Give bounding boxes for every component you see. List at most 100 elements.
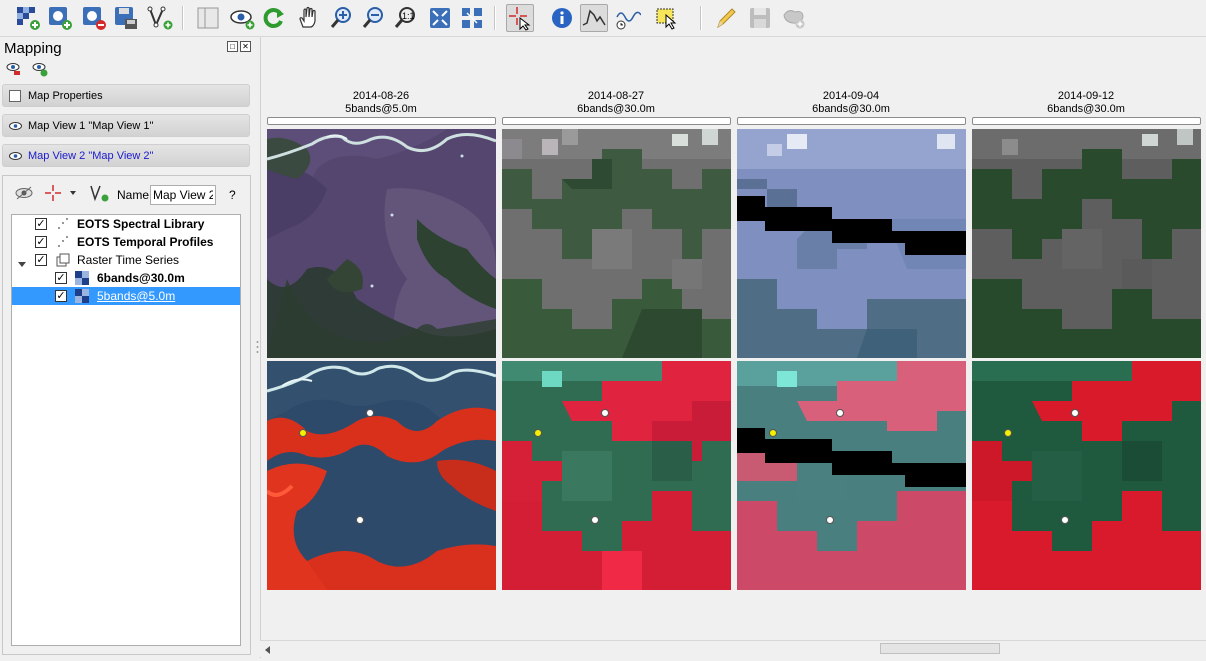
map-view-2-panel: Name ? ✓ EOTS Spectral Library ✓ EOTS Te…: [2, 175, 251, 655]
select-feature-icon[interactable]: [654, 4, 682, 32]
save-map-icon[interactable]: [112, 4, 140, 32]
layer-row-spectral-library[interactable]: ✓ EOTS Spectral Library: [12, 215, 240, 233]
date-label: 2014-09-04: [822, 90, 880, 102]
section-label: Map View 1 "Map View 1": [28, 119, 154, 132]
dock-splitter[interactable]: [255, 37, 260, 658]
raster-layer-icon: [75, 271, 89, 288]
info-icon[interactable]: [548, 4, 576, 32]
layer-checkbox[interactable]: ✓: [35, 254, 47, 266]
refresh-icon[interactable]: [260, 4, 288, 32]
time-bar[interactable]: [737, 117, 966, 125]
raster-layer-icon: [75, 289, 89, 306]
add-raster-icon[interactable]: [14, 4, 42, 32]
save-edits-icon[interactable]: [746, 4, 774, 32]
map-canvas-false-color-2014-09-04[interactable]: [737, 361, 966, 590]
svg-text:1:1: 1:1: [402, 11, 415, 21]
white-marker: [1071, 409, 1079, 417]
layer-checkbox[interactable]: ✓: [55, 272, 67, 284]
column-header: 2014-08-27 6bands@30.0m: [501, 90, 731, 116]
yellow-marker: [534, 429, 542, 437]
hide-view-icon[interactable]: [15, 185, 33, 201]
map-view-2-header[interactable]: Map View 2 "Map View 2": [2, 144, 250, 167]
map-canvas-true-color-2014-08-27[interactable]: [502, 129, 731, 358]
time-bar[interactable]: [267, 117, 496, 125]
white-marker: [826, 516, 834, 524]
white-marker: [591, 516, 599, 524]
map-canvas-area: 2014-08-26 5bands@5.0m 2014-08-27 6bands@3…: [260, 37, 1206, 658]
crosshair-icon[interactable]: [45, 185, 79, 201]
dock-title: Mapping: [4, 40, 62, 57]
map-canvas-false-color-2014-09-12[interactable]: [972, 361, 1201, 590]
sensor-label: 6bands@30.0m: [1047, 103, 1125, 115]
name-input[interactable]: [150, 185, 216, 205]
zoom-remove-icon[interactable]: [80, 4, 108, 32]
date-label: 2014-08-27: [587, 90, 645, 102]
remove-view-icon[interactable]: [6, 61, 22, 77]
help-button[interactable]: ?: [229, 188, 236, 202]
toolbar-separator: [494, 6, 496, 30]
pencil-icon[interactable]: [712, 4, 740, 32]
toolbar-separator: [182, 6, 184, 30]
zoom-native-icon[interactable]: 1:1: [392, 4, 420, 32]
scroll-left-icon[interactable]: [264, 644, 272, 658]
temporal-profile-icon[interactable]: [614, 4, 642, 32]
dock-close-button[interactable]: ✕: [240, 41, 251, 52]
white-marker: [366, 409, 374, 417]
map-canvas-false-color-2014-08-26[interactable]: [267, 361, 496, 590]
map-canvas-true-color-2014-09-04[interactable]: [737, 129, 966, 358]
layout-icon[interactable]: [194, 4, 222, 32]
yellow-marker: [1004, 429, 1012, 437]
add-feature-icon[interactable]: [780, 4, 808, 32]
map-view-1-header[interactable]: Map View 1 "Map View 1": [2, 114, 250, 137]
map-canvas-true-color-2014-08-26[interactable]: [267, 129, 496, 358]
main-toolbar: 1:1: [0, 0, 1206, 37]
section-label: Map Properties: [28, 89, 103, 102]
column-header: 2014-08-26 5bands@5.0m: [266, 90, 496, 116]
layer-row-5bands[interactable]: ✓ 5bands@5.0m: [12, 287, 240, 305]
layer-label: Raster Time Series: [77, 253, 180, 267]
eye-icon: [8, 119, 22, 133]
eye-icon: [8, 149, 22, 163]
dock-float-button[interactable]: □: [227, 41, 238, 52]
layer-label: 5bands@5.0m: [97, 289, 176, 303]
layer-row-raster-time-series[interactable]: ✓ Raster Time Series: [12, 251, 240, 269]
add-vector-icon[interactable]: [89, 184, 109, 202]
add-view-icon[interactable]: [32, 61, 48, 77]
layer-checkbox[interactable]: ✓: [55, 290, 67, 302]
layer-row-temporal-profiles[interactable]: ✓ EOTS Temporal Profiles: [12, 233, 240, 251]
layer-label: EOTS Temporal Profiles: [77, 235, 214, 249]
layer-checkbox[interactable]: ✓: [35, 218, 47, 230]
yellow-marker: [769, 429, 777, 437]
eye-icon[interactable]: [228, 4, 256, 32]
zoom-add-icon[interactable]: [46, 4, 74, 32]
layer-tree: ✓ EOTS Spectral Library ✓ EOTS Temporal …: [11, 214, 241, 646]
white-marker: [356, 516, 364, 524]
pan-hand-icon[interactable]: [294, 4, 322, 32]
layer-row-6bands[interactable]: ✓ 6bands@30.0m: [12, 269, 240, 287]
layer-checkbox[interactable]: ✓: [35, 236, 47, 248]
zoom-full-icon[interactable]: [426, 4, 454, 32]
expand-arrow-icon[interactable]: [18, 257, 26, 271]
time-bar[interactable]: [972, 117, 1201, 125]
mapping-dock: Mapping □ ✕ Map Properties Map View 1 "M…: [0, 37, 255, 658]
white-marker: [601, 409, 609, 417]
layer-label: EOTS Spectral Library: [77, 217, 205, 231]
map-canvas-true-color-2014-09-12[interactable]: [972, 129, 1201, 358]
yellow-marker: [299, 429, 307, 437]
zoom-out-icon[interactable]: [360, 4, 388, 32]
checkbox-icon: [8, 89, 22, 103]
crosshair-select-icon[interactable]: [506, 4, 534, 32]
zoom-pixel-icon[interactable]: [458, 4, 486, 32]
date-label: 2014-08-26: [352, 90, 410, 102]
horizontal-scrollbar[interactable]: [260, 640, 1206, 657]
map-properties-header[interactable]: Map Properties: [2, 84, 250, 107]
sensor-label: 6bands@30.0m: [577, 103, 655, 115]
section-label: Map View 2 "Map View 2": [28, 149, 154, 162]
spectral-profile-icon[interactable]: [580, 4, 608, 32]
point-layer-icon: [56, 217, 70, 234]
scrollbar-thumb[interactable]: [880, 643, 1000, 654]
zoom-in-icon[interactable]: [328, 4, 356, 32]
add-vector-icon[interactable]: [146, 4, 174, 32]
time-bar[interactable]: [502, 117, 731, 125]
map-canvas-false-color-2014-08-27[interactable]: [502, 361, 731, 590]
